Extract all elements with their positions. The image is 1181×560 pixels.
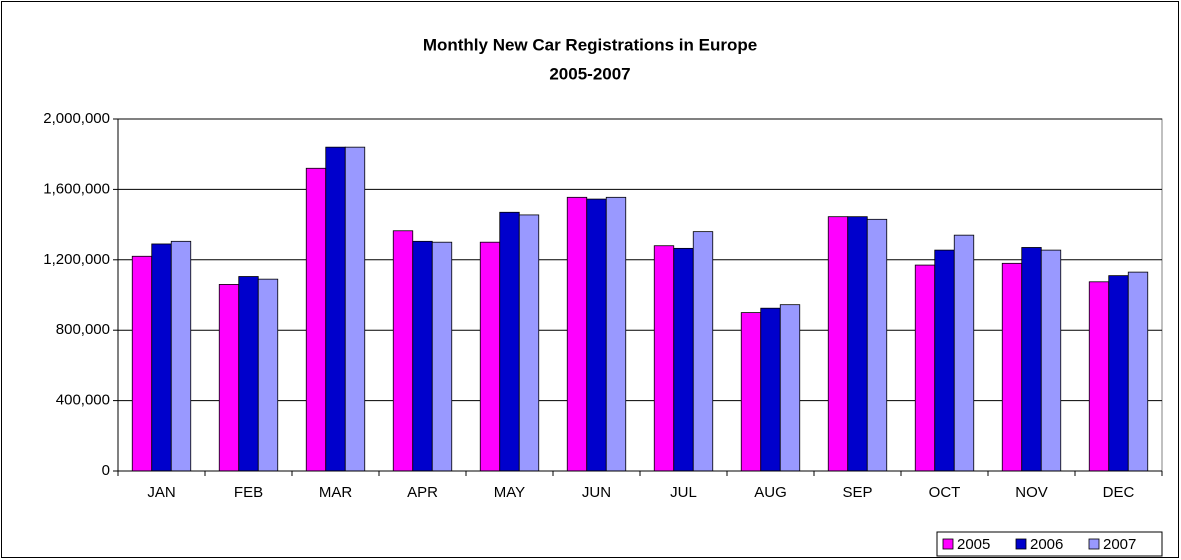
bar [1088,281,1110,472]
x-tick-label: NOV [1015,484,1048,501]
bar [257,278,279,472]
bar [344,146,366,472]
x-tick-label: JUN [582,484,611,501]
bar [692,231,714,472]
bar [653,245,675,472]
bar [392,230,414,472]
bar [914,264,936,472]
bar [586,198,607,472]
y-tick-label: 2,000,000 [43,110,110,127]
y-tick-label: 400,000 [56,392,110,409]
bar [238,276,259,472]
bar [953,234,975,472]
bar [412,240,433,472]
bar [847,216,868,472]
y-tick-label: 1,600,000 [43,180,110,197]
x-tick-label: OCT [929,484,961,501]
x-tick-label: JUL [670,484,697,501]
bar [479,241,501,472]
bar [131,255,153,472]
bar [305,167,327,472]
bar [325,146,346,472]
x-tick-label: FEB [234,484,263,501]
legend-label: 2006 [1030,536,1063,553]
x-tick-label: APR [407,484,438,501]
x-tick-label: AUG [754,484,787,501]
legend-label: 2007 [1103,536,1136,553]
x-tick-label: MAY [494,484,525,501]
bar [1021,247,1042,472]
bar [218,284,240,472]
bar [1127,271,1149,472]
bar [1001,262,1023,472]
bar [1040,249,1062,472]
y-tick-label: 1,200,000 [43,251,110,268]
y-tick-label: 0 [102,462,110,479]
bar [1108,275,1129,472]
bar [431,241,453,472]
bar [779,304,801,472]
legend-swatch [1088,538,1100,550]
y-tick-label: 800,000 [56,321,110,338]
bar [760,307,781,472]
legend-label: 2005 [957,536,990,553]
bar [499,211,520,472]
bar [151,243,172,472]
legend-box [936,531,1163,557]
chart-title: Monthly New Car Registrations in Europe [423,35,757,54]
bar [740,312,762,472]
legend-swatch [1015,538,1027,550]
plot-area [117,118,1163,472]
x-tick-label: MAR [319,484,353,501]
bar [673,247,694,472]
x-tick-label: DEC [1103,484,1135,501]
bar [518,214,540,472]
bar [566,196,588,472]
x-tick-label: JAN [147,484,175,501]
x-tick-label: SEP [842,484,872,501]
chart-subtitle: 2005-2007 [549,64,630,83]
bar [605,196,627,472]
bar [170,240,192,472]
bar [866,218,888,472]
bar [934,249,955,472]
legend-swatch [942,538,954,550]
bar [827,216,849,472]
